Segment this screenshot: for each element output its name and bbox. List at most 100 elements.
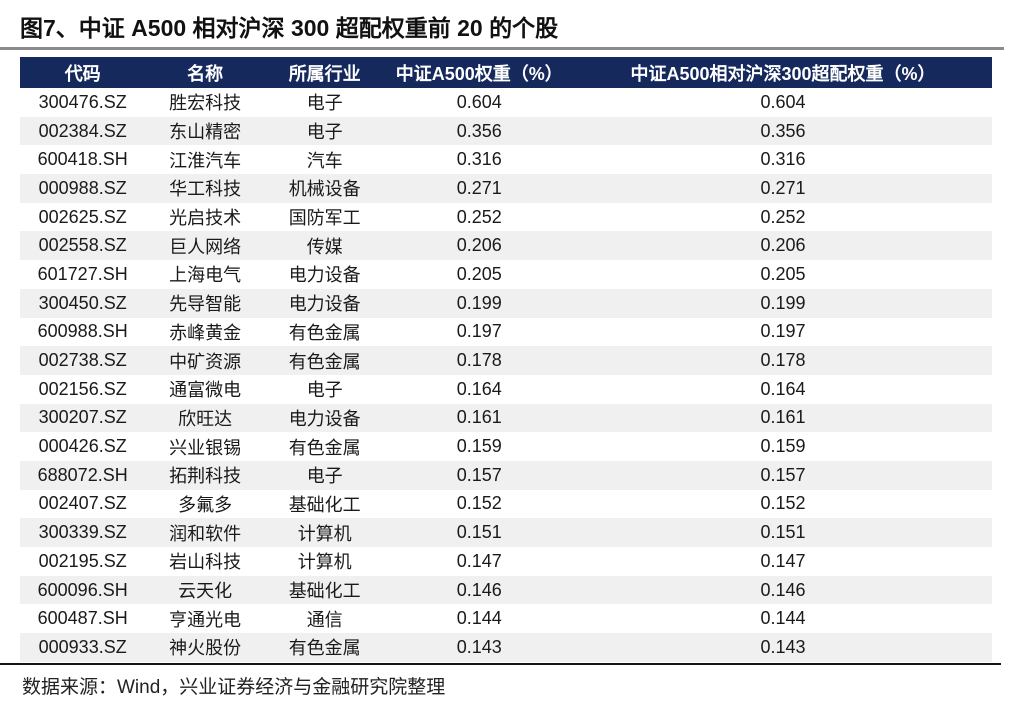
cell-code: 002156.SZ bbox=[38, 378, 127, 399]
table-row: 600418.SH 江淮汽车 汽车 0.316 0.316 bbox=[20, 145, 992, 174]
cell-name: 上海电气 bbox=[169, 265, 242, 286]
cell-code: 000426.SZ bbox=[38, 436, 127, 457]
cell-industry: 有色金属 bbox=[288, 638, 361, 659]
cell-code: 600988.SH bbox=[37, 321, 128, 342]
cell-overweight: 0.197 bbox=[760, 321, 806, 342]
cell-name: 江淮汽车 bbox=[169, 150, 242, 171]
cell-name: 先导智能 bbox=[169, 294, 242, 315]
cell-code: 600096.SH bbox=[37, 579, 128, 600]
cell-code: 002384.SZ bbox=[38, 120, 127, 141]
cell-weight: 0.161 bbox=[456, 407, 502, 428]
cell-name: 中矿资源 bbox=[169, 351, 242, 372]
table-row: 002738.SZ 中矿资源 有色金属 0.178 0.178 bbox=[20, 346, 992, 375]
cell-name: 亨通光电 bbox=[169, 609, 242, 630]
cell-overweight: 0.151 bbox=[760, 522, 806, 543]
cell-overweight: 0.143 bbox=[760, 636, 806, 657]
header-row: 代码 名称 所属行业 中证A500权重（%） 中证A500相对沪深300超配权重… bbox=[20, 57, 992, 88]
cell-overweight: 0.199 bbox=[760, 292, 806, 313]
col-header-weight: 中证A500权重（%） bbox=[384, 57, 574, 88]
table-row: 002195.SZ 岩山科技 计算机 0.147 0.147 bbox=[20, 547, 992, 576]
cell-weight: 0.178 bbox=[456, 350, 502, 371]
cell-weight: 0.151 bbox=[456, 522, 502, 543]
table-row: 000933.SZ 神火股份 有色金属 0.143 0.143 bbox=[20, 633, 992, 662]
table-row: 000426.SZ 兴业银锡 有色金属 0.159 0.159 bbox=[20, 432, 992, 461]
cell-weight: 0.271 bbox=[456, 177, 502, 198]
cell-industry: 传媒 bbox=[306, 236, 343, 257]
cell-industry: 电子 bbox=[306, 122, 343, 143]
cell-weight: 0.157 bbox=[456, 464, 502, 485]
cell-name: 赤峰黄金 bbox=[169, 322, 242, 343]
cell-code: 002407.SZ bbox=[38, 493, 127, 514]
stock-table-container: 代码 名称 所属行业 中证A500权重（%） 中证A500相对沪深300超配权重… bbox=[20, 57, 992, 662]
figure-title: 图7、中证 A500 相对沪深 300 超配权重前 20 的个股 bbox=[20, 15, 559, 41]
cell-weight: 0.144 bbox=[456, 608, 502, 629]
col-header-overweight: 中证A500相对沪深300超配权重（%） bbox=[574, 57, 992, 88]
cell-code: 002195.SZ bbox=[38, 550, 127, 571]
table-body: 300476.SZ 胜宏科技 电子 0.604 0.604 002384.SZ 东山精密 电子… bbox=[20, 88, 992, 662]
table-row: 300476.SZ 胜宏科技 电子 0.604 0.604 bbox=[20, 88, 992, 117]
cell-industry: 电子 bbox=[306, 380, 343, 401]
cell-name: 胜宏科技 bbox=[169, 93, 242, 114]
col-header-industry: 所属行业 bbox=[264, 57, 385, 88]
cell-industry: 机械设备 bbox=[288, 179, 361, 200]
cell-code: 002738.SZ bbox=[38, 350, 127, 371]
cell-name: 多氟多 bbox=[178, 494, 233, 515]
cell-industry: 计算机 bbox=[297, 523, 352, 544]
col-header-name: 名称 bbox=[145, 57, 265, 88]
cell-overweight: 0.206 bbox=[760, 235, 806, 256]
cell-weight: 0.159 bbox=[456, 436, 502, 457]
table-row: 002558.SZ 巨人网络 传媒 0.206 0.206 bbox=[20, 231, 992, 261]
title-divider bbox=[0, 47, 1004, 50]
cell-overweight: 0.316 bbox=[760, 149, 806, 170]
col-header-code: 代码 bbox=[20, 57, 146, 88]
cell-code: 000933.SZ bbox=[38, 636, 127, 657]
cell-overweight: 0.159 bbox=[760, 436, 806, 457]
cell-weight: 0.252 bbox=[456, 206, 502, 227]
data-source-note: 数据来源：Wind，兴业证券经济与金融研究院整理 bbox=[22, 677, 446, 698]
table-header: 代码 名称 所属行业 中证A500权重（%） 中证A500相对沪深300超配权重… bbox=[20, 57, 992, 88]
cell-industry: 国防军工 bbox=[288, 208, 361, 229]
cell-industry: 有色金属 bbox=[288, 322, 361, 343]
cell-weight: 0.164 bbox=[456, 378, 502, 399]
table-row: 300207.SZ 欣旺达 电力设备 0.161 0.161 bbox=[20, 403, 992, 433]
cell-overweight: 0.157 bbox=[760, 464, 806, 485]
cell-weight: 0.147 bbox=[456, 550, 502, 571]
cell-industry: 基础化工 bbox=[288, 581, 361, 602]
cell-code: 300450.SZ bbox=[38, 292, 127, 313]
cell-name: 华工科技 bbox=[169, 179, 242, 200]
table-row: 300450.SZ 先导智能 电力设备 0.199 0.199 bbox=[20, 288, 992, 318]
table-row: 601727.SH 上海电气 电力设备 0.205 0.205 bbox=[20, 260, 992, 289]
cell-industry: 计算机 bbox=[297, 552, 352, 573]
cell-overweight: 0.271 bbox=[760, 177, 806, 198]
cell-code: 300207.SZ bbox=[38, 407, 127, 428]
cell-weight: 0.197 bbox=[456, 321, 502, 342]
cell-code: 601727.SH bbox=[37, 263, 128, 284]
cell-name: 神火股份 bbox=[169, 638, 242, 659]
cell-name: 拓荆科技 bbox=[169, 466, 242, 487]
stock-table: 代码 名称 所属行业 中证A500权重（%） 中证A500相对沪深300超配权重… bbox=[20, 57, 992, 662]
table-row: 002384.SZ 东山精密 电子 0.356 0.356 bbox=[20, 116, 992, 146]
cell-code: 000988.SZ bbox=[38, 177, 127, 198]
cell-overweight: 0.152 bbox=[760, 493, 806, 514]
cell-name: 东山精密 bbox=[169, 122, 242, 143]
table-row: 688072.SH 拓荆科技 电子 0.157 0.157 bbox=[20, 460, 992, 490]
table-row: 600096.SH 云天化 基础化工 0.146 0.146 bbox=[20, 575, 992, 605]
cell-overweight: 0.356 bbox=[760, 120, 806, 141]
cell-weight: 0.152 bbox=[456, 493, 502, 514]
table-row: 600487.SH 亨通光电 通信 0.144 0.144 bbox=[20, 604, 992, 633]
table-row: 002156.SZ 通富微电 电子 0.164 0.164 bbox=[20, 375, 992, 404]
cell-overweight: 0.146 bbox=[760, 579, 806, 600]
cell-weight: 0.316 bbox=[456, 149, 502, 170]
cell-overweight: 0.161 bbox=[760, 407, 806, 428]
cell-overweight: 0.205 bbox=[760, 263, 806, 284]
cell-name: 润和软件 bbox=[169, 523, 242, 544]
cell-weight: 0.206 bbox=[456, 235, 502, 256]
table-row: 002625.SZ 光启技术 国防军工 0.252 0.252 bbox=[20, 203, 992, 232]
cell-code: 002558.SZ bbox=[38, 235, 127, 256]
cell-code: 300339.SZ bbox=[38, 522, 127, 543]
cell-weight: 0.146 bbox=[456, 579, 502, 600]
cell-overweight: 0.252 bbox=[760, 206, 806, 227]
table-row: 300339.SZ 润和软件 计算机 0.151 0.151 bbox=[20, 518, 992, 547]
cell-overweight: 0.147 bbox=[760, 550, 806, 571]
table-row: 600988.SH 赤峰黄金 有色金属 0.197 0.197 bbox=[20, 318, 992, 347]
